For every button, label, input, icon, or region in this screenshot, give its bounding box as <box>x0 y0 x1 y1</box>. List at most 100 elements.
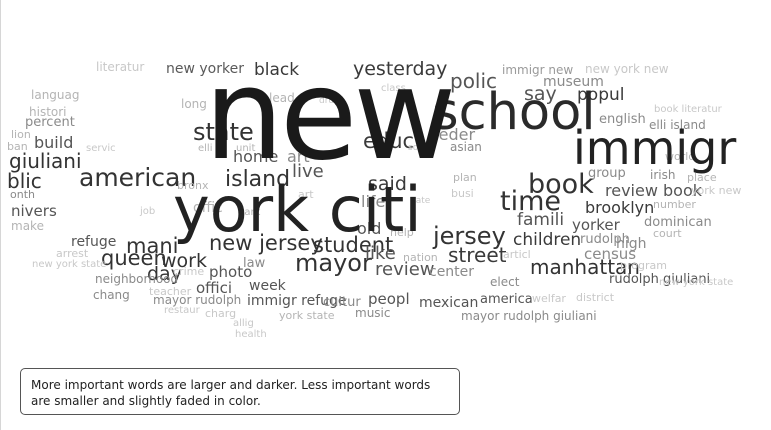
cloud-word: educ <box>363 129 415 153</box>
cloud-word: week <box>249 278 286 294</box>
cloud-word: elect <box>490 275 520 289</box>
cloud-word: lead <box>269 91 295 105</box>
cloud-word: giuliani <box>9 149 82 173</box>
cloud-word: york state <box>279 309 335 322</box>
cloud-word: review book <box>605 181 702 200</box>
cloud-word: health <box>235 329 267 340</box>
cloud-word: queen <box>101 246 167 270</box>
cloud-word: census <box>584 245 637 263</box>
cloud-word: children <box>513 230 582 250</box>
cloud-word: manhattan <box>530 255 640 279</box>
cloud-word: york citi <box>173 173 422 246</box>
cloud-word: island <box>225 167 291 192</box>
cloud-word: feder <box>433 125 476 144</box>
cloud-word: neighborhood <box>95 272 179 286</box>
cloud-word: social <box>408 143 434 153</box>
cloud-word: yorker <box>572 216 620 234</box>
cloud-word: arrest <box>56 247 89 260</box>
cloud-word: dominican <box>644 215 712 230</box>
cloud-word: mani <box>126 234 179 258</box>
cloud-word: teacher <box>149 285 192 298</box>
cloud-word: book literatur <box>654 104 722 115</box>
cloud-word: crime <box>173 265 205 278</box>
cloud-word: new york state <box>659 277 734 288</box>
cloud-word: immigr refuge <box>247 293 347 309</box>
cloud-word: rudolph <box>580 232 630 247</box>
cloud-word: english <box>599 112 646 127</box>
cloud-word: servic <box>86 143 116 154</box>
cloud-word: popul <box>577 85 625 105</box>
cloud-word: court <box>653 227 682 240</box>
cloud-word: mayor rudolph <box>153 293 242 307</box>
cloud-word: program <box>620 259 667 272</box>
cloud-word: world <box>665 150 696 163</box>
cloud-word: art <box>287 147 310 166</box>
cloud-word: blic <box>7 169 42 193</box>
legend-caption: More important words are larger and dark… <box>20 368 460 415</box>
cloud-word: state <box>193 118 254 146</box>
cloud-word: high <box>616 236 647 252</box>
cloud-word: cultur <box>323 295 361 310</box>
cloud-word: law <box>243 256 266 271</box>
cloud-word: build <box>34 133 74 152</box>
cloud-word: immigr new <box>502 63 574 77</box>
cloud-word: articl <box>503 248 531 261</box>
cloud-word: elli <box>198 143 213 154</box>
cloud-word: york new <box>691 184 742 197</box>
cloud-word: offic <box>193 200 223 216</box>
cloud-word: rudolph giuliani <box>609 272 711 287</box>
cloud-word: live <box>292 161 324 182</box>
cloud-word: museum <box>543 74 604 90</box>
cloud-word: ban <box>7 140 28 153</box>
cloud-word: place <box>687 171 717 184</box>
cloud-word: mexican <box>419 295 479 311</box>
cloud-word: center <box>429 264 475 280</box>
cloud-word: percent <box>25 115 75 130</box>
cloud-word: restaur <box>164 305 200 316</box>
word-cloud: literatur new yorker black yesterday polic im… <box>1 0 771 360</box>
cloud-word: literatur <box>96 60 145 74</box>
cloud-word: bronx <box>177 179 209 192</box>
cloud-word: refuge <box>71 234 117 250</box>
cloud-word: lion <box>11 128 31 141</box>
cloud-word: book <box>528 169 594 200</box>
cloud-word: student <box>313 233 394 257</box>
cloud-word: said <box>368 173 407 195</box>
cloud-word: park <box>238 207 261 218</box>
cloud-word: languag <box>31 88 80 102</box>
cloud-word: nation <box>403 251 438 264</box>
cloud-word: america <box>480 292 533 307</box>
cloud-word: old <box>357 219 382 238</box>
cloud-word: allig <box>233 318 254 329</box>
cloud-word: polic <box>450 69 498 93</box>
cloud-word: new yorker <box>166 61 244 77</box>
cloud-word: street <box>448 243 507 267</box>
cloud-word: nivers <box>11 202 57 220</box>
cloud-word: brooklyn <box>585 198 655 217</box>
cloud-word: new york state <box>32 259 107 270</box>
cloud-word: new jersey <box>209 231 323 255</box>
cloud-word: new <box>204 41 456 188</box>
cloud-word: help <box>390 226 414 239</box>
cloud-word: say <box>524 83 557 105</box>
cloud-word: irish <box>650 168 676 182</box>
cloud-word: asian <box>450 140 482 154</box>
cloud-word: black <box>254 60 300 80</box>
cloud-word: make <box>11 219 44 233</box>
cloud-word: elli island <box>649 118 706 132</box>
cloud-word: review <box>375 259 435 280</box>
cloud-word: class <box>381 83 406 94</box>
cloud-word: work <box>161 250 207 272</box>
cloud-word: chang <box>93 288 130 302</box>
cloud-word: time <box>500 186 562 217</box>
cloud-word: district <box>576 291 615 304</box>
cloud-word: american <box>79 163 197 192</box>
cloud-word: onth <box>10 188 35 201</box>
cloud-word: mayor rudolph giuliani <box>461 309 597 323</box>
cloud-word: art <box>298 188 314 201</box>
cloud-word: charg <box>205 307 237 320</box>
cloud-word: new york new <box>585 62 669 76</box>
cloud-word: drug <box>319 96 340 106</box>
cloud-word: life <box>361 192 386 211</box>
